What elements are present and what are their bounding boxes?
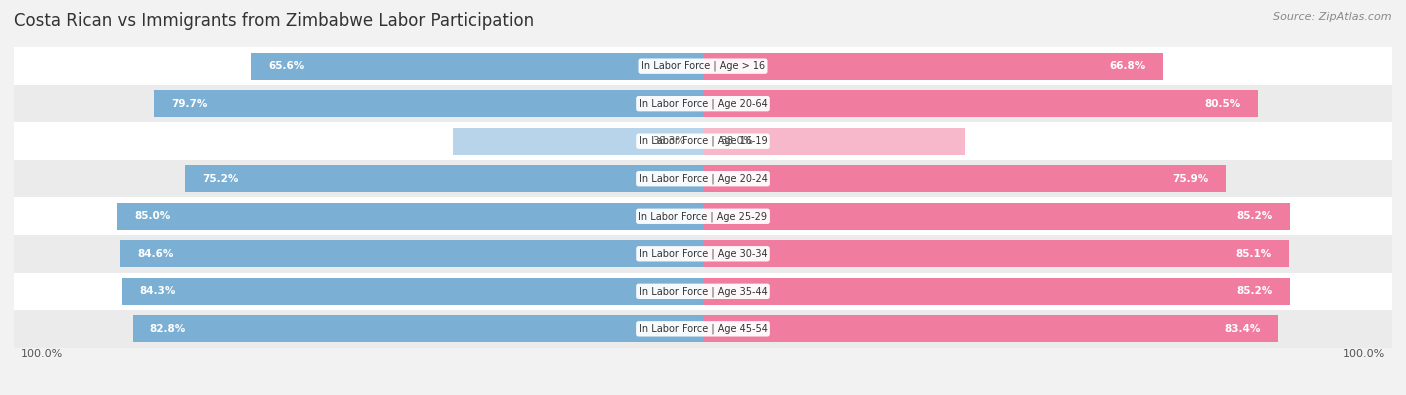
Text: In Labor Force | Age 25-29: In Labor Force | Age 25-29	[638, 211, 768, 222]
Bar	[252, 53, 703, 80]
Text: In Labor Force | Age 30-34: In Labor Force | Age 30-34	[638, 248, 768, 259]
Bar	[453, 128, 703, 155]
Text: 85.1%: 85.1%	[1236, 249, 1272, 259]
Text: 85.2%: 85.2%	[1236, 211, 1272, 221]
Text: Costa Rican vs Immigrants from Zimbabwe Labor Participation: Costa Rican vs Immigrants from Zimbabwe …	[14, 12, 534, 30]
Bar	[703, 165, 1226, 192]
Text: Source: ZipAtlas.com: Source: ZipAtlas.com	[1274, 12, 1392, 22]
Bar	[14, 273, 1392, 310]
Bar	[703, 53, 1163, 80]
Text: 38.0%: 38.0%	[720, 136, 754, 146]
Text: In Labor Force | Age 35-44: In Labor Force | Age 35-44	[638, 286, 768, 297]
Bar	[122, 278, 703, 305]
Text: 83.4%: 83.4%	[1225, 324, 1260, 334]
Bar	[118, 203, 703, 230]
Text: 66.8%: 66.8%	[1109, 61, 1146, 71]
Text: 85.0%: 85.0%	[135, 211, 172, 221]
Bar	[132, 315, 703, 342]
Text: 75.2%: 75.2%	[202, 174, 239, 184]
Bar	[14, 198, 1392, 235]
Bar	[14, 85, 1392, 122]
Text: 100.0%: 100.0%	[1343, 350, 1385, 359]
Bar	[703, 90, 1257, 117]
Bar	[703, 315, 1278, 342]
Bar	[186, 165, 703, 192]
Bar	[703, 128, 965, 155]
Text: In Labor Force | Age 20-64: In Labor Force | Age 20-64	[638, 98, 768, 109]
Text: In Labor Force | Age 16-19: In Labor Force | Age 16-19	[638, 136, 768, 147]
Text: 84.6%: 84.6%	[138, 249, 174, 259]
Text: 80.5%: 80.5%	[1204, 99, 1240, 109]
Text: 84.3%: 84.3%	[139, 286, 176, 296]
Bar	[703, 240, 1289, 267]
Bar	[14, 47, 1392, 85]
Text: 36.3%: 36.3%	[652, 136, 686, 146]
Text: 100.0%: 100.0%	[21, 350, 63, 359]
Bar	[703, 203, 1289, 230]
Bar	[703, 278, 1289, 305]
Text: 82.8%: 82.8%	[150, 324, 186, 334]
Text: 79.7%: 79.7%	[172, 99, 208, 109]
Text: 65.6%: 65.6%	[269, 61, 305, 71]
Text: In Labor Force | Age 45-54: In Labor Force | Age 45-54	[638, 324, 768, 334]
Text: 85.2%: 85.2%	[1236, 286, 1272, 296]
Bar	[14, 122, 1392, 160]
Bar	[14, 235, 1392, 273]
Text: In Labor Force | Age 20-24: In Labor Force | Age 20-24	[638, 173, 768, 184]
Bar	[14, 310, 1392, 348]
Bar	[14, 160, 1392, 198]
Text: 75.9%: 75.9%	[1173, 174, 1209, 184]
Text: In Labor Force | Age > 16: In Labor Force | Age > 16	[641, 61, 765, 71]
Bar	[120, 240, 703, 267]
Bar	[153, 90, 703, 117]
